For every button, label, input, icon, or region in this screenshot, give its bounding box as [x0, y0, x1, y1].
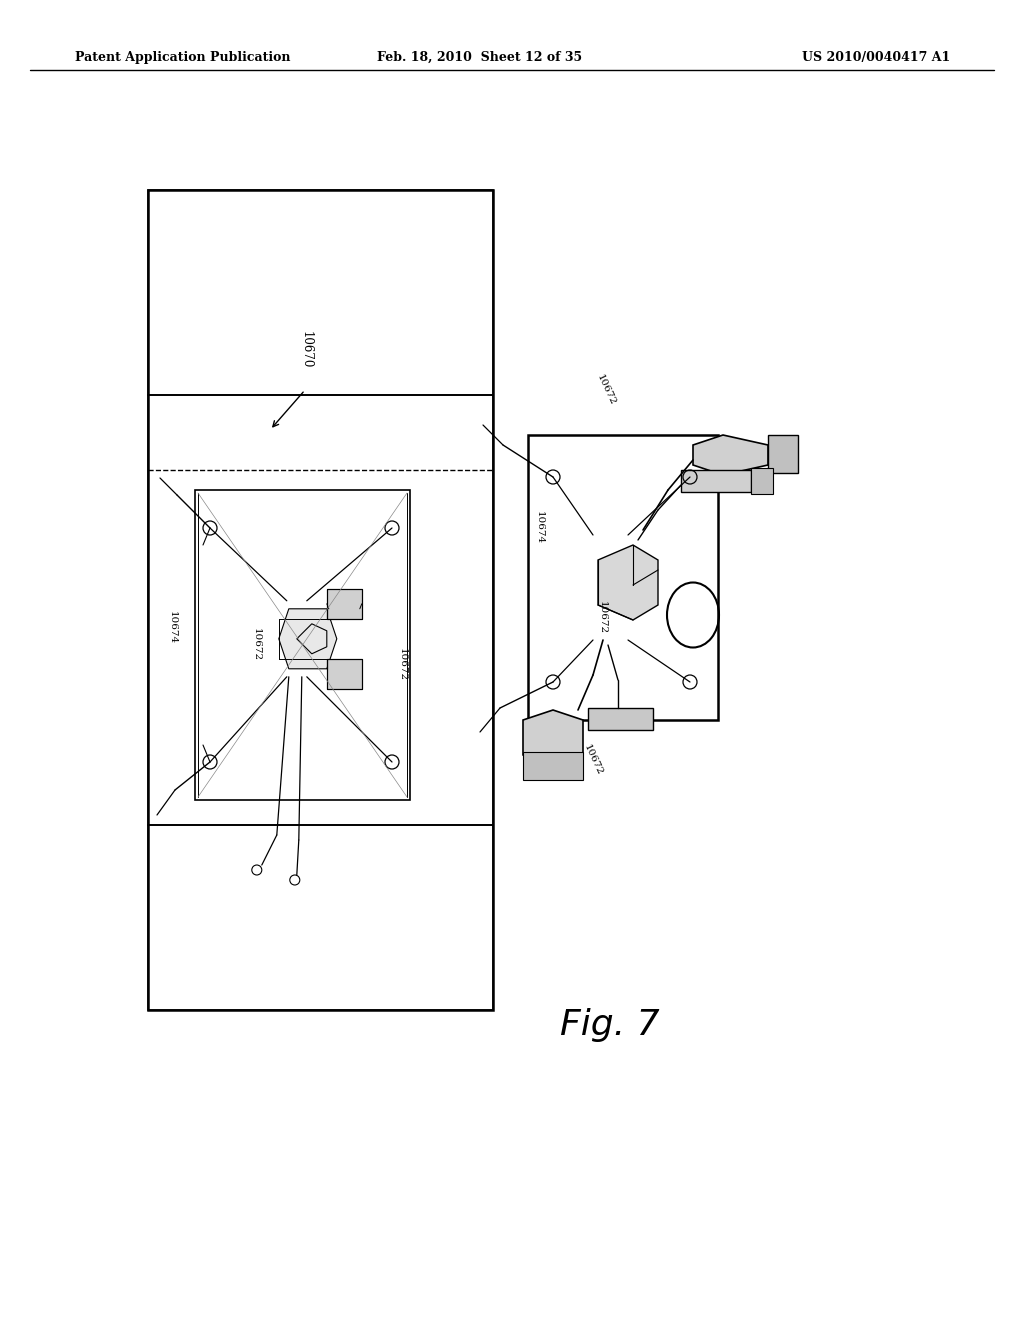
Bar [195, 490, 410, 800]
Bar [148, 395, 493, 825]
Polygon shape [279, 609, 337, 669]
Bar [327, 659, 361, 689]
Bar [148, 190, 493, 395]
Bar [751, 469, 773, 494]
Bar [681, 470, 751, 492]
Bar [588, 708, 653, 730]
Polygon shape [598, 545, 658, 620]
Polygon shape [693, 436, 768, 475]
Bar [148, 825, 493, 1010]
Bar [528, 436, 718, 719]
Text: US 2010/0040417 A1: US 2010/0040417 A1 [802, 50, 950, 63]
Text: 10672: 10672 [398, 648, 407, 681]
Polygon shape [523, 710, 583, 766]
Text: Fig. 7: Fig. 7 [560, 1008, 659, 1041]
Bar [768, 436, 798, 473]
Bar [523, 752, 583, 780]
Text: 10674: 10674 [168, 611, 177, 644]
Text: 10674: 10674 [535, 511, 544, 545]
Text: 10672: 10672 [582, 743, 604, 777]
Text: 10672: 10672 [595, 374, 617, 407]
Bar [148, 190, 493, 1010]
Text: 10672: 10672 [598, 602, 607, 635]
Bar [327, 659, 361, 689]
Bar [327, 589, 361, 619]
Text: 10672: 10672 [252, 628, 261, 661]
Bar [327, 589, 361, 619]
Text: Patent Application Publication: Patent Application Publication [75, 50, 291, 63]
Text: Feb. 18, 2010  Sheet 12 of 35: Feb. 18, 2010 Sheet 12 of 35 [378, 50, 583, 63]
Text: 10670: 10670 [300, 331, 313, 368]
